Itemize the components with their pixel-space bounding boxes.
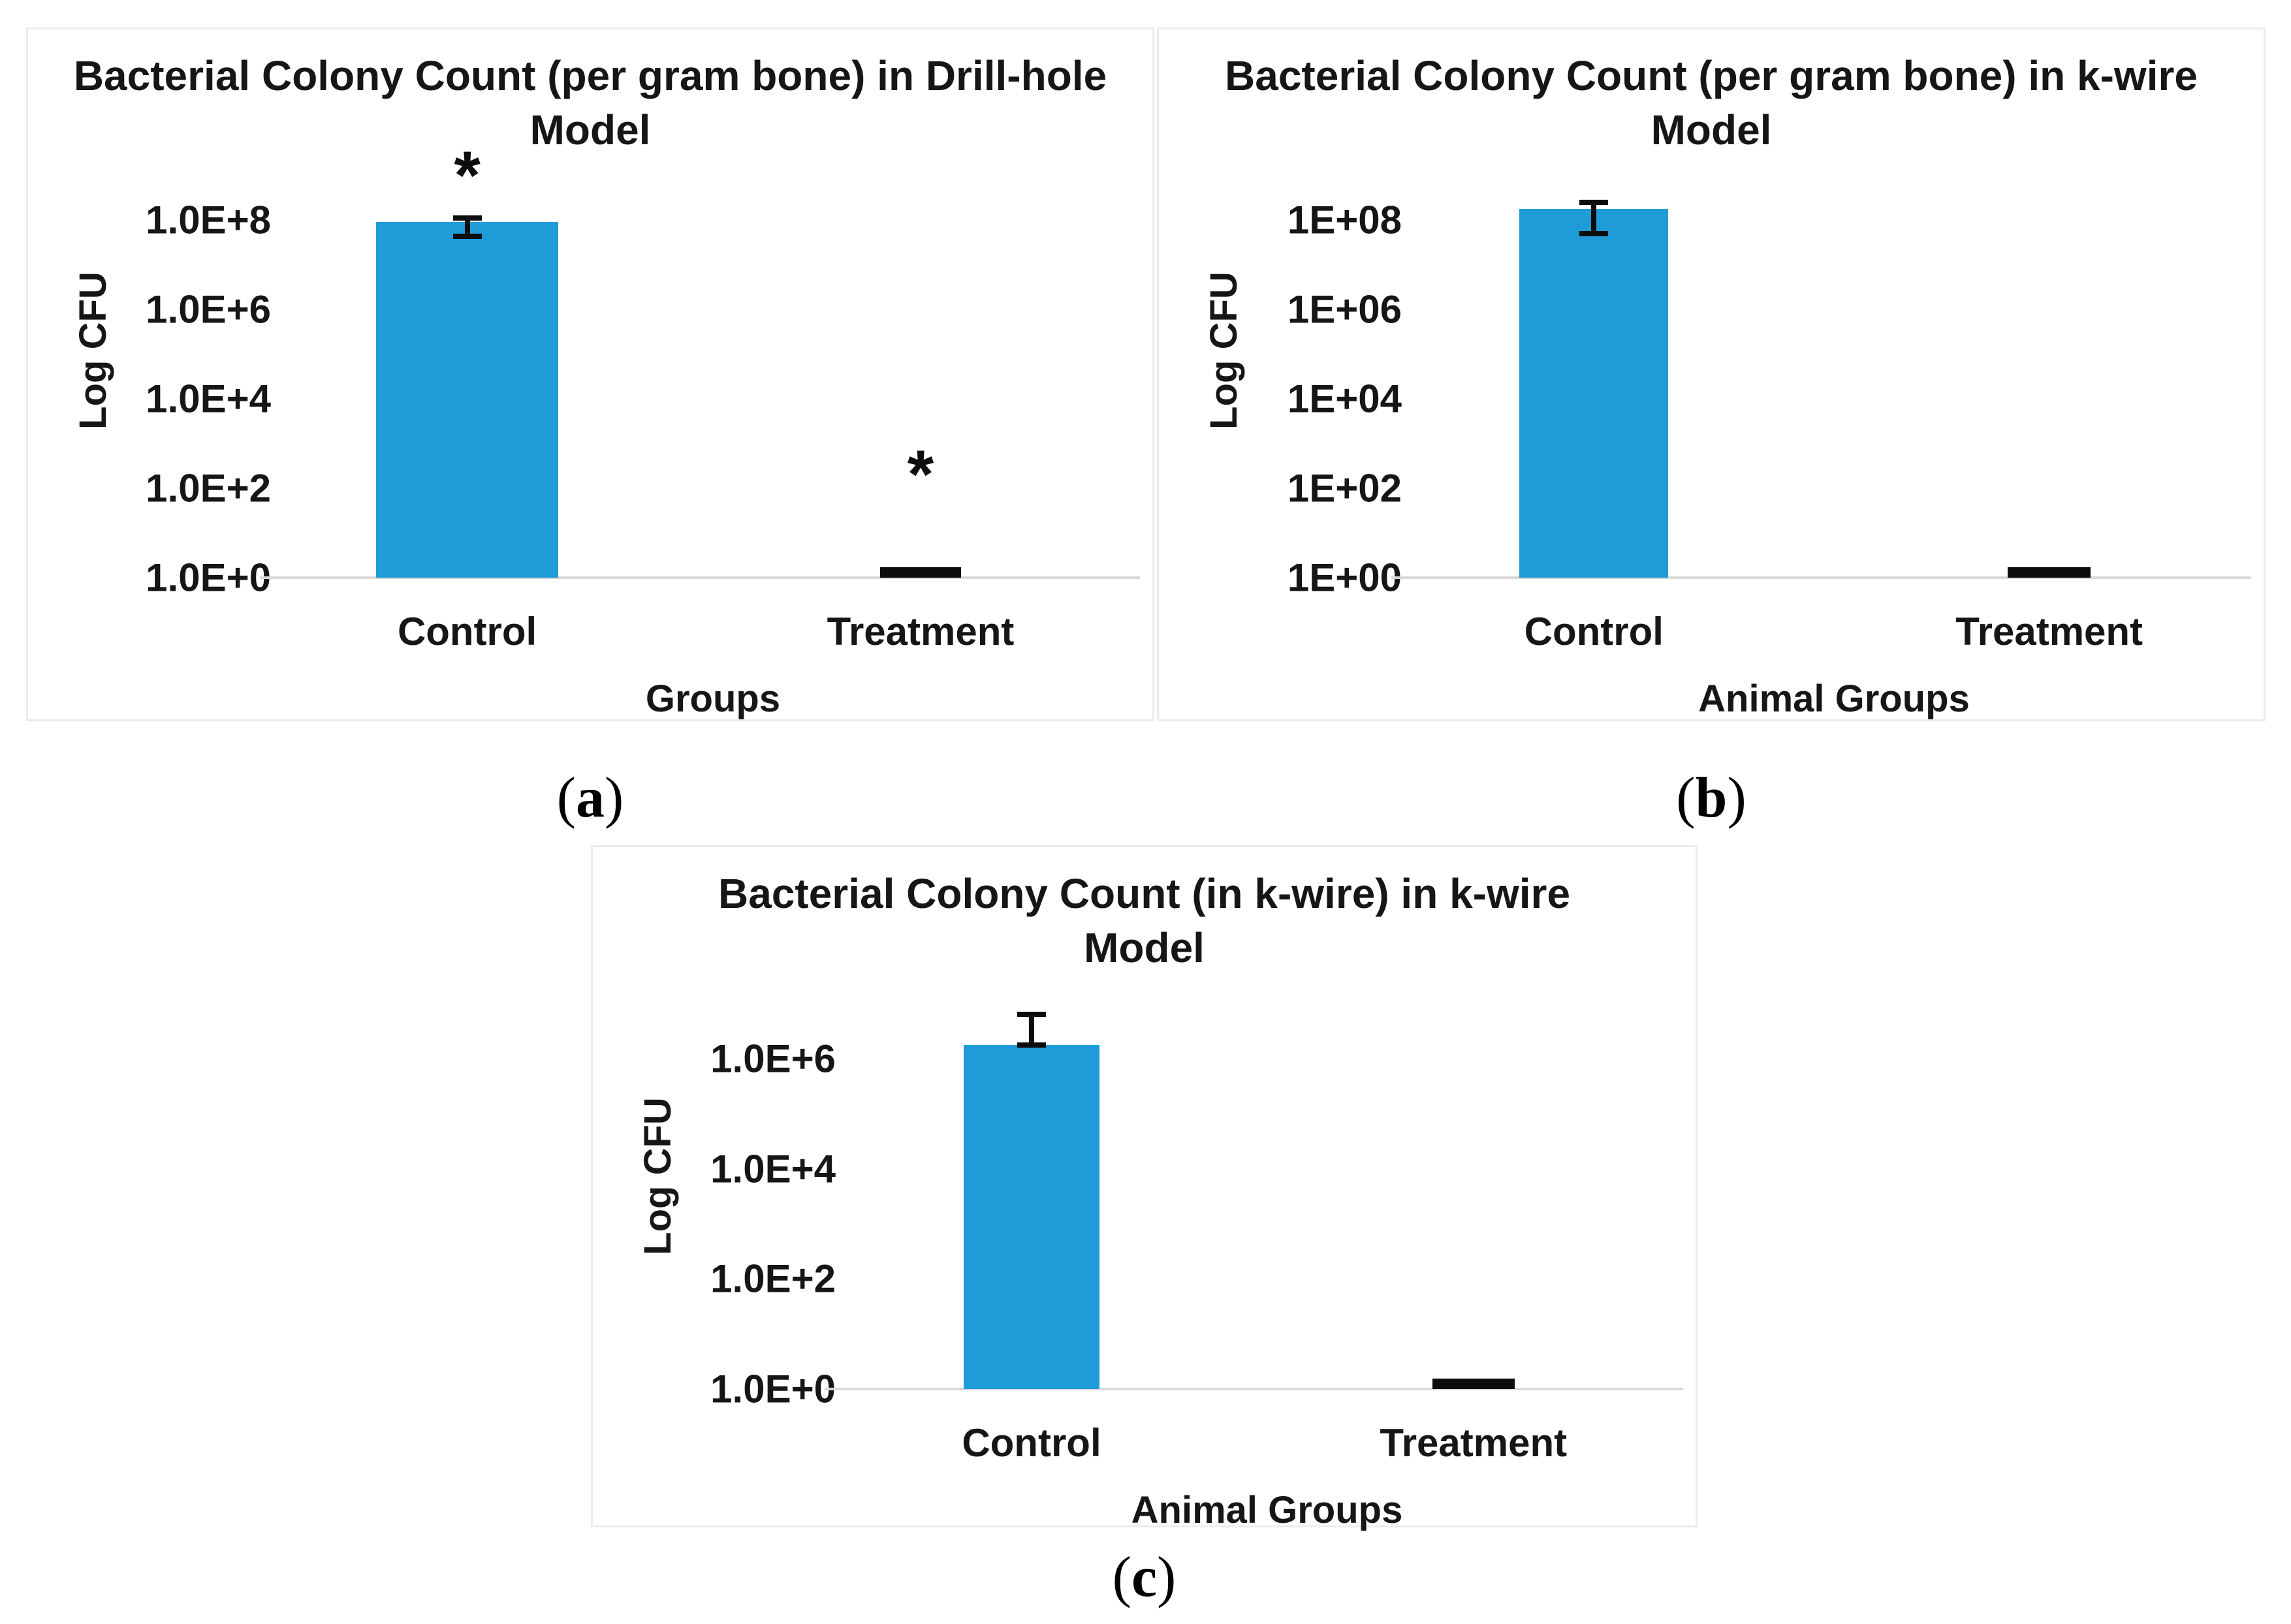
y-axis-title: Log CFU xyxy=(637,1097,679,1255)
y-tick-label: 1E+06 xyxy=(1287,287,1402,332)
bar-control xyxy=(1519,208,1669,578)
y-tick-label: 1.0E+6 xyxy=(146,287,271,332)
error-bar-bottom-cap xyxy=(452,234,482,240)
bar-treatment xyxy=(880,567,961,578)
error-bar-stem xyxy=(1028,1012,1034,1048)
caption-letter: c xyxy=(1131,1546,1158,1609)
caption-close-paren: ) xyxy=(605,766,624,830)
figure-caption-a: (a) xyxy=(26,765,1154,831)
y-tick-label: 1.0E+2 xyxy=(710,1257,836,1301)
error-bar-bottom-cap xyxy=(1579,231,1609,237)
y-tick-label: 1.0E+2 xyxy=(146,466,271,510)
y-tick-label: 1E+00 xyxy=(1287,555,1402,600)
caption-close-paren: ) xyxy=(1727,766,1746,830)
error-bar-top-cap xyxy=(1579,200,1609,206)
caption-close-paren: ) xyxy=(1157,1546,1177,1609)
category-label: Control xyxy=(962,1421,1101,1465)
category-label: Treatment xyxy=(1380,1421,1568,1465)
bar-treatment xyxy=(2008,567,2091,578)
x-axis-line xyxy=(1391,576,2251,579)
plot-area: 1E+00 1E+02 1E+04 1E+06 1E+08 Control Treatmen… xyxy=(1288,186,2251,720)
significance-asterisk: * xyxy=(907,437,934,513)
x-axis-title: Animal Groups xyxy=(1698,678,1970,720)
y-tick-label: 1.0E+8 xyxy=(146,198,271,242)
chart-panel-b: Bacterial Colony Count (per gram bone) i… xyxy=(1157,27,2266,721)
caption-open-paren: ( xyxy=(556,766,576,830)
error-bar-stem xyxy=(1591,200,1597,237)
bar-treatment xyxy=(1432,1379,1515,1389)
error-bar xyxy=(1017,1012,1046,1048)
bar-control xyxy=(376,222,559,578)
y-axis-title: Log CFU xyxy=(1203,272,1245,429)
y-tick-label: 1E+02 xyxy=(1287,466,1402,510)
y-tick-label: 1.0E+4 xyxy=(146,377,271,421)
x-axis-line xyxy=(825,1388,1683,1390)
plot-area: 1.0E+0 1.0E+2 1.0E+4 1.0E+6 Control Treatment… xyxy=(710,1012,1683,1531)
error-bar xyxy=(1579,200,1609,237)
plot-area: 1.0E+0 1.0E+2 1.0E+4 1.0E+6 1.0E+8 * Control * T… xyxy=(146,142,1140,720)
error-bar-top-cap xyxy=(452,215,482,221)
y-tick-label: 1.0E+0 xyxy=(146,555,271,600)
x-axis-line xyxy=(260,576,1140,579)
x-axis-title: Groups xyxy=(645,678,781,720)
y-axis-title: Log CFU xyxy=(72,272,114,429)
bar-control xyxy=(963,1044,1100,1389)
y-tick-label: 1E+08 xyxy=(1287,198,1402,242)
category-label: Control xyxy=(397,610,537,653)
caption-open-paren: ( xyxy=(1112,1546,1131,1609)
caption-letter: a xyxy=(576,766,605,830)
chart-title: Bacterial Colony Count (per gram bone) i… xyxy=(1225,52,2198,154)
x-axis-title: Animal Groups xyxy=(1131,1489,1403,1531)
significance-asterisk: * xyxy=(454,137,481,213)
chart-title: Bacterial Colony Count (in k-wire) in k-… xyxy=(718,870,1571,972)
error-bar-bottom-cap xyxy=(1017,1042,1046,1048)
figure-caption-c: (c) xyxy=(591,1544,1698,1610)
category-label: Control xyxy=(1524,610,1664,653)
error-bar xyxy=(452,215,482,240)
chart-panel-a: Bacterial Colony Count (per gram bone) i… xyxy=(26,27,1154,721)
error-bar-stem xyxy=(464,215,470,240)
y-tick-label: 1.0E+4 xyxy=(710,1147,836,1191)
chart-panel-c: Bacterial Colony Count (in k-wire) in k-… xyxy=(591,845,1698,1531)
figure-caption-b: (b) xyxy=(1157,765,2266,831)
error-bar-top-cap xyxy=(1017,1012,1046,1018)
y-tick-label: 1.0E+0 xyxy=(710,1367,836,1411)
chart-title: Bacterial Colony Count (per gram bone) i… xyxy=(73,52,1107,154)
y-tick-label: 1E+04 xyxy=(1287,377,1402,421)
y-tick-label: 1.0E+6 xyxy=(710,1037,836,1081)
caption-letter: b xyxy=(1695,766,1728,830)
category-label: Treatment xyxy=(827,610,1015,653)
caption-open-paren: ( xyxy=(1676,766,1696,830)
category-label: Treatment xyxy=(1955,610,2143,653)
